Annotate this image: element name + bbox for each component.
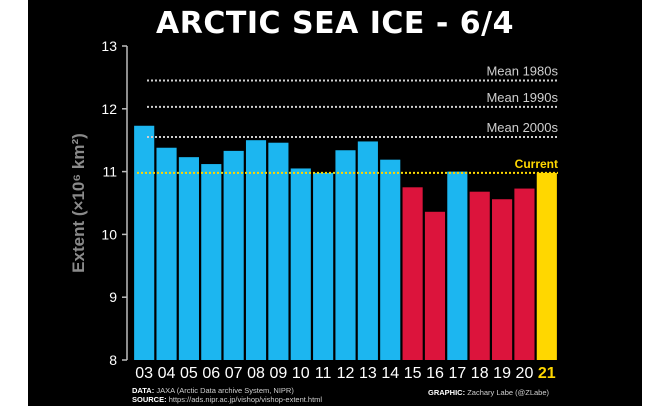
y-tick-label: 10 xyxy=(101,226,117,242)
data-credit-text: JAXA (Arctic Data archive System, NIPR) xyxy=(156,386,294,395)
bar-13 xyxy=(357,141,378,360)
x-tick-label: 11 xyxy=(315,365,332,382)
bar-14 xyxy=(380,159,401,360)
x-tick-label: 19 xyxy=(493,365,511,382)
reference-label-0: Mean 1980s xyxy=(486,64,558,79)
x-tick-label: 05 xyxy=(180,365,198,382)
x-tick-label: 04 xyxy=(158,365,176,382)
reference-label-2: Mean 2000s xyxy=(486,120,558,135)
bar-07 xyxy=(223,150,244,360)
y-tick-label: 13 xyxy=(101,38,117,54)
data-credit: DATA: JAXA (Arctic Data archive System, … xyxy=(132,386,294,395)
reference-label-3: Current xyxy=(515,157,558,171)
source-credit-label: SOURCE: xyxy=(132,395,167,404)
x-tick-label: 20 xyxy=(516,365,534,382)
y-tick-label: 11 xyxy=(102,164,117,180)
x-tick-label: 14 xyxy=(381,365,399,382)
bar-03 xyxy=(134,125,155,360)
reference-label-1: Mean 1990s xyxy=(486,90,558,105)
x-tick-label: 06 xyxy=(202,365,220,382)
x-tick-label: 13 xyxy=(359,365,377,382)
x-tick-label: 08 xyxy=(247,365,265,382)
source-credit-text: https://ads.nipr.ac.jp/vishop/vishop-ext… xyxy=(168,395,323,404)
x-tick-label: 03 xyxy=(135,365,153,382)
x-tick-label: 09 xyxy=(269,365,287,382)
bar-18 xyxy=(469,191,490,360)
chart-canvas: ARCTIC SEA ICE - 6/4 8 9 10 11 12 13 Extent (×… xyxy=(28,0,642,406)
graphic-credit: GRAPHIC: Zachary Labe (@ZLabe) xyxy=(428,388,549,397)
bar-08 xyxy=(245,140,267,360)
data-credit-label: DATA: xyxy=(132,386,155,395)
bar-12 xyxy=(335,150,356,360)
graphic-credit-label: GRAPHIC: xyxy=(428,388,466,397)
source-credit: SOURCE: https://ads.nipr.ac.jp/vishop/vi… xyxy=(132,395,322,404)
chart-title: ARCTIC SEA ICE - 6/4 xyxy=(156,6,514,41)
bar-19 xyxy=(492,199,513,360)
x-tick-label: 21 xyxy=(538,365,556,382)
y-axis-label: Extent (×10⁶ km²) xyxy=(69,133,88,273)
bar-20 xyxy=(514,188,535,360)
bar-04 xyxy=(156,147,177,360)
bar-15 xyxy=(402,187,423,360)
bar-17 xyxy=(447,171,468,360)
bar-21 xyxy=(536,172,557,360)
x-tick-label: 18 xyxy=(471,365,489,382)
bar-11 xyxy=(313,172,334,360)
bar-06 xyxy=(201,164,222,360)
x-tick-label: 12 xyxy=(337,365,355,382)
x-tick-label: 17 xyxy=(448,365,466,382)
x-tick-label: 15 xyxy=(404,365,422,382)
x-tick-label: 10 xyxy=(292,365,310,382)
bar-09 xyxy=(268,142,289,360)
y-tick-label: 8 xyxy=(109,352,117,368)
bar-10 xyxy=(290,168,311,360)
x-tick-label: 07 xyxy=(225,365,243,382)
y-tick-label: 9 xyxy=(109,289,117,305)
x-tick-label: 16 xyxy=(426,365,444,382)
graphic-credit-text: Zachary Labe (@ZLabe) xyxy=(467,388,550,397)
bar-16 xyxy=(424,211,446,360)
bar-05 xyxy=(178,157,199,360)
y-tick-label: 12 xyxy=(101,101,117,117)
